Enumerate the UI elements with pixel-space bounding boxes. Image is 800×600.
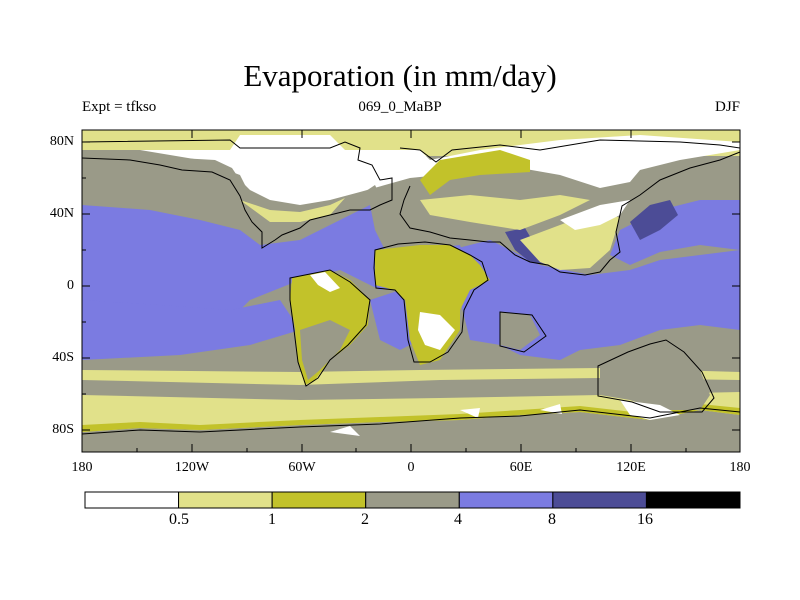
coastline-india xyxy=(499,311,547,353)
y-tick-0: 0 xyxy=(67,278,74,293)
field-asia-ice xyxy=(560,200,630,230)
field-sa-ice xyxy=(310,272,340,292)
colorbar-label-8: 8 xyxy=(548,511,556,528)
colorbar-label-1: 1 xyxy=(268,511,276,528)
experiment-label: Expt = tfkso xyxy=(82,99,157,115)
colorbar-label-16: 16 xyxy=(637,511,653,528)
field-north-blue xyxy=(82,205,470,335)
colorbar-label-0-5: 0.5 xyxy=(169,511,189,528)
field-north-am-pale xyxy=(240,198,345,222)
y-tick-80s: 80S xyxy=(52,422,74,437)
field-australia xyxy=(600,345,710,410)
field-africa-ice xyxy=(418,312,455,350)
y-tick-40s: 40S xyxy=(52,350,74,365)
field-south-blue xyxy=(82,300,300,360)
x-tick-60e: 60E xyxy=(509,460,533,475)
colorbar-swatch-5 xyxy=(552,491,647,509)
x-tick-120w: 120W xyxy=(174,460,210,475)
coastlines xyxy=(81,139,741,435)
field-south-america-grey xyxy=(300,320,350,380)
field-south-grey xyxy=(82,378,740,400)
colorbar-swatch-2 xyxy=(271,491,367,509)
y-tick-40n: 40N xyxy=(49,206,74,221)
field-africa xyxy=(375,245,490,365)
map-fields xyxy=(82,130,740,452)
axis-ticks xyxy=(81,130,741,452)
colorbar-swatch-0 xyxy=(84,491,180,509)
field-north-olive xyxy=(420,150,530,195)
x-tick-180w: 180 xyxy=(71,460,93,475)
x-tick-180e: 180 xyxy=(729,460,751,475)
map-title: Evaporation (in mm/day) xyxy=(243,58,557,93)
colorbar-label-4: 4 xyxy=(454,511,462,528)
field-antarctic xyxy=(82,410,740,452)
colorbar-swatch-6 xyxy=(645,491,741,509)
field-antarctic-ice-a xyxy=(330,426,360,436)
coastline-south-america xyxy=(289,269,371,387)
coastline-australia xyxy=(597,339,715,413)
field-india xyxy=(500,312,540,350)
x-tick-60w: 60W xyxy=(288,460,316,475)
y-tick-80n: 80N xyxy=(49,134,74,149)
colorbar xyxy=(84,491,741,509)
field-kuroshio-dark xyxy=(630,200,678,240)
colorbar-swatch-3 xyxy=(365,491,460,509)
field-antarctic-ice-c xyxy=(540,404,562,414)
field-europe-pale xyxy=(420,195,590,230)
x-tick-120e: 120E xyxy=(616,460,646,475)
coastline-eurasia xyxy=(399,139,741,276)
coastline-north-america xyxy=(81,139,393,249)
coastline-antarctica xyxy=(81,407,741,435)
coastline-africa xyxy=(373,241,489,363)
x-tick-0: 0 xyxy=(407,460,415,475)
colorbar-swatch-1 xyxy=(178,491,273,509)
colorbar-swatch-4 xyxy=(458,491,554,509)
time-label: 069_0_MaBP xyxy=(358,99,442,115)
field-antarctic-ice-b xyxy=(460,408,480,418)
season-label: DJF xyxy=(714,99,740,115)
field-pacific-blue xyxy=(610,200,740,265)
colorbar-label-2: 2 xyxy=(361,511,369,528)
field-north-america xyxy=(82,150,380,245)
field-antarctic-olive xyxy=(82,404,740,432)
